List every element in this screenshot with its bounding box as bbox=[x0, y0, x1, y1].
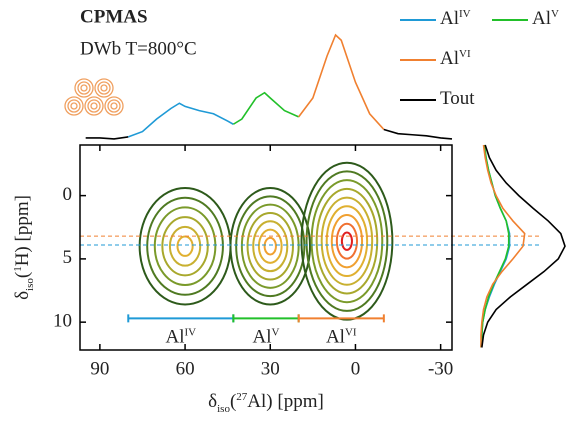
series-name: AlIV bbox=[166, 326, 197, 348]
contour bbox=[315, 187, 379, 295]
contour bbox=[252, 220, 289, 273]
x-axis-label: δiso(27Al) [ppm] bbox=[208, 391, 324, 415]
name-base: Al bbox=[532, 8, 551, 29]
contour bbox=[146, 196, 224, 296]
side-projection bbox=[480, 144, 526, 348]
contour bbox=[176, 235, 194, 257]
name-base: Al bbox=[440, 48, 459, 69]
top-projection bbox=[85, 136, 129, 140]
name-sup: IV bbox=[459, 8, 471, 20]
label-part: iso bbox=[24, 278, 36, 291]
x-tick-label: 60 bbox=[176, 358, 195, 379]
name-sup: IV bbox=[185, 326, 197, 338]
contours bbox=[138, 161, 394, 321]
contour bbox=[153, 206, 217, 287]
label-part: δ bbox=[208, 391, 217, 412]
contour bbox=[305, 170, 389, 312]
side-projection bbox=[480, 144, 510, 348]
contour bbox=[320, 196, 374, 286]
x-tick-label: 0 bbox=[351, 358, 361, 379]
top-projection bbox=[127, 102, 234, 138]
contour bbox=[229, 187, 312, 306]
series-name: AlV bbox=[253, 326, 280, 348]
contour bbox=[257, 228, 283, 264]
contour bbox=[335, 222, 359, 260]
label-part: ( bbox=[230, 391, 236, 412]
series-name: AlV bbox=[532, 8, 559, 30]
label-part: Al) [ppm] bbox=[247, 391, 324, 412]
x-tick-label: -30 bbox=[428, 358, 453, 379]
name-base: Al bbox=[166, 327, 185, 348]
contour bbox=[300, 161, 394, 321]
series-name: AlIV bbox=[440, 8, 471, 30]
contour bbox=[246, 211, 294, 281]
contour bbox=[240, 203, 300, 289]
name-base: Al bbox=[253, 327, 272, 348]
x-tick-label: 90 bbox=[90, 358, 109, 379]
name-sup: V bbox=[272, 326, 280, 338]
contour bbox=[138, 187, 232, 306]
side-projection bbox=[481, 144, 566, 348]
x-tick-label: 30 bbox=[261, 358, 280, 379]
y-axis-label: δiso(1H) [ppm] bbox=[12, 195, 36, 300]
side-projection bbox=[480, 144, 511, 348]
name-base: Al bbox=[440, 8, 459, 29]
contour bbox=[340, 231, 353, 251]
name-sup: VI bbox=[345, 326, 357, 338]
label-part: H) [ppm] bbox=[12, 195, 33, 266]
name-base: Tout bbox=[440, 88, 475, 109]
chart-subtitle: DWb T=800°C bbox=[80, 38, 197, 59]
top-projection bbox=[383, 128, 453, 140]
label-part: ( bbox=[12, 272, 33, 278]
chart-title: CPMAS bbox=[80, 6, 148, 27]
sample-icon bbox=[64, 78, 124, 116]
y-tick-label: 5 bbox=[63, 247, 73, 268]
top-projection bbox=[232, 91, 299, 125]
contour bbox=[310, 179, 384, 304]
name-sup: VI bbox=[459, 48, 471, 60]
contour bbox=[263, 236, 277, 256]
series-name: AlVI bbox=[440, 48, 471, 70]
label-part: 1 bbox=[12, 266, 24, 272]
series-name: Tout bbox=[440, 88, 475, 109]
y-tick-label: 0 bbox=[63, 184, 73, 205]
label-part: 27 bbox=[236, 391, 248, 403]
label-part: iso bbox=[217, 403, 230, 415]
series-name: AlVI bbox=[326, 326, 357, 348]
contour bbox=[235, 195, 306, 298]
top-projection bbox=[298, 33, 385, 131]
name-sup: V bbox=[551, 8, 559, 20]
contour bbox=[325, 205, 369, 278]
plot-frame bbox=[79, 144, 453, 351]
contour bbox=[168, 225, 202, 267]
contour bbox=[330, 214, 364, 269]
contour bbox=[161, 216, 209, 277]
name-base: Al bbox=[326, 327, 345, 348]
label-part: δ bbox=[12, 291, 33, 300]
y-tick-label: 10 bbox=[53, 311, 72, 332]
